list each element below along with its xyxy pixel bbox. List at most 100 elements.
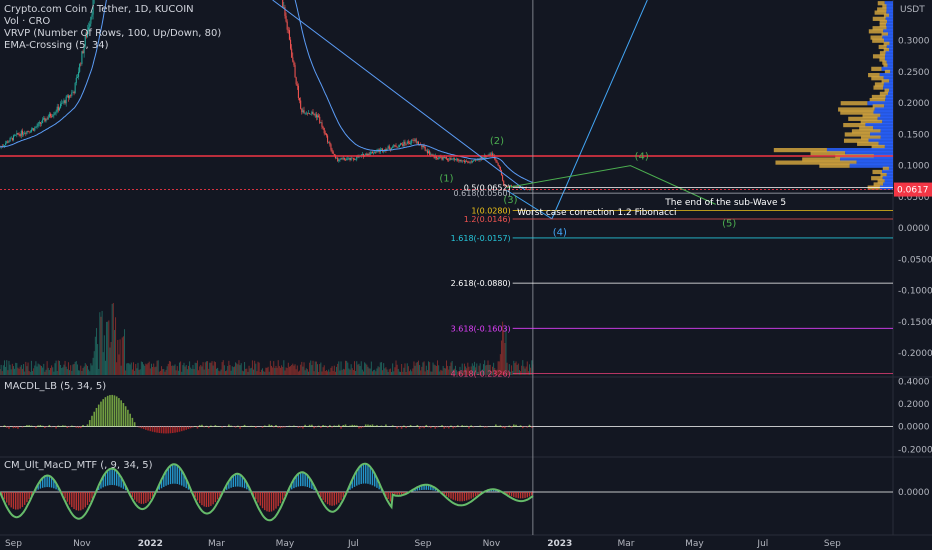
volume-bar (515, 361, 517, 375)
macd-bar (189, 426, 192, 429)
macd-bar (151, 426, 154, 432)
candle-body (380, 148, 382, 150)
volume-bar (478, 365, 480, 375)
volume-bar (39, 365, 41, 375)
macd-bar (355, 425, 358, 427)
candle-body (46, 118, 48, 120)
price-tick-label: -0.1500 (898, 318, 932, 328)
candle-body (470, 161, 472, 163)
mtf-legend[interactable]: CM_Ult_MacD_MTF (, 9, 34, 5) (4, 460, 153, 471)
mtf-bar (290, 483, 293, 490)
candle-body (517, 186, 519, 188)
mtf-bar (257, 492, 259, 503)
candle-body (310, 114, 312, 115)
candle-body (390, 147, 393, 150)
volume-bar (397, 368, 399, 375)
macd-bar (403, 425, 405, 427)
vrvp-bar-down (873, 182, 884, 187)
macd-bar (340, 426, 342, 429)
volume-bar (480, 371, 482, 375)
time-tick-label: Sep (5, 539, 22, 549)
vrvp-bar-down (872, 104, 885, 109)
vrvp-bar-up (873, 110, 893, 115)
mtf-bar (378, 483, 380, 490)
candle-body (462, 160, 464, 162)
candle-body (62, 102, 64, 104)
volume-bar (246, 368, 248, 375)
volume-bar (497, 361, 499, 375)
volume-bar (1, 371, 3, 375)
mtf-bar (106, 470, 109, 486)
indicator-vrvp[interactable]: VRVP (Number Of Rows, 100, Up/Down, 80) (4, 28, 222, 39)
candle-body (57, 106, 59, 111)
vrvp-bar-down (883, 13, 889, 18)
candle-body (451, 159, 453, 160)
mtf-bar (41, 477, 44, 488)
vrvp-bar-up (877, 116, 893, 121)
volume-bar (306, 369, 308, 375)
mtf-bar (203, 492, 205, 507)
macd-bar (436, 426, 439, 428)
mtf-bar (3, 492, 6, 500)
mtf-bar (349, 484, 351, 490)
macd-bar (284, 426, 286, 428)
volume-bar (17, 367, 19, 375)
volume-bar (444, 368, 446, 375)
macd-bar (396, 426, 398, 429)
mtf-bar (176, 465, 178, 485)
time-axis[interactable]: Sep Nov 2022 Mar May Jul Sep Nov 2023 Mar May Jul Se… (5, 539, 841, 549)
volume-bar (423, 361, 425, 375)
volume-bar (288, 366, 290, 375)
vrvp-bar-down (882, 166, 889, 171)
volume-bar (499, 354, 501, 375)
mtf-bar (10, 492, 12, 508)
macd-bar (194, 426, 197, 427)
symbol-title[interactable]: Crypto.com Coin / Tether, 1D, KUCOIN (4, 4, 194, 15)
volume-bar (127, 362, 129, 375)
price-axis[interactable]: 0.3000 0.2500 0.2000 0.1500 0.1000 0.0500 0.00… (894, 5, 932, 359)
volume-bar (382, 370, 384, 375)
vrvp-bar-down (884, 88, 890, 93)
macd-legend[interactable]: MACDL_LB (5, 34, 5) (4, 381, 107, 392)
candle-body (30, 129, 32, 132)
candle-body (495, 159, 497, 161)
volume-bar (514, 363, 516, 375)
time-tick-label: May (276, 539, 295, 549)
time-tick-label: 2023 (547, 539, 572, 549)
candle-body (12, 135, 15, 141)
volume-bar (58, 360, 60, 375)
macd-bar (299, 426, 302, 428)
volume-bar (456, 370, 458, 375)
macd-bar (409, 425, 412, 427)
candle-body (403, 141, 405, 146)
volume-bar (82, 368, 84, 375)
time-tick-label: 2022 (138, 539, 163, 549)
volume-bar (447, 365, 449, 375)
macd-bar (275, 425, 277, 427)
volume-bar (272, 367, 274, 375)
mtf-bar (275, 492, 277, 509)
vrvp-bar-down (871, 66, 882, 71)
macd-bar (140, 426, 143, 429)
candle-body (33, 128, 35, 131)
volume-bar (209, 362, 211, 375)
mtf-bar (93, 492, 95, 495)
macd-bar (23, 426, 26, 427)
volume-bar (2, 365, 4, 375)
volume-bar (19, 366, 21, 375)
volume-bar (235, 362, 237, 375)
indicator-ema[interactable]: EMA-Crossing (5, 34) (4, 40, 109, 51)
mtf-tick-label: 0.0000 (898, 488, 930, 498)
volume-bar (332, 370, 334, 375)
candle-body (288, 30, 290, 40)
time-tick-label: Nov (483, 539, 501, 549)
macd-bar (142, 426, 145, 430)
volume-bar (0, 369, 1, 375)
volume-bar (349, 369, 351, 375)
mtf-bar (367, 464, 369, 484)
volume-bar (172, 365, 174, 375)
volume-bar (140, 361, 142, 375)
indicator-volume[interactable]: Vol · CRO (4, 16, 51, 27)
candle-body (79, 63, 81, 72)
